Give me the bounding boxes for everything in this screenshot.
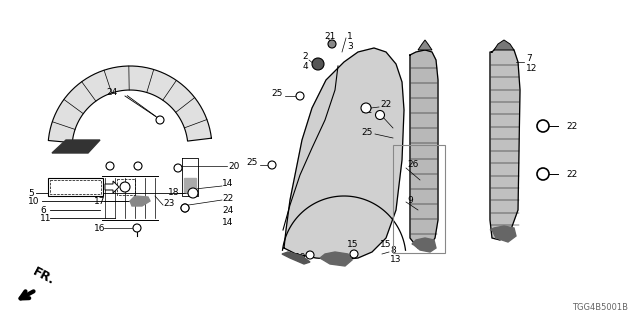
Polygon shape xyxy=(490,46,520,240)
Circle shape xyxy=(156,116,164,124)
Text: 22: 22 xyxy=(362,106,373,115)
Text: 22: 22 xyxy=(566,170,577,179)
Text: 4: 4 xyxy=(302,61,308,70)
Text: B-46-1: B-46-1 xyxy=(56,182,87,191)
Text: 25: 25 xyxy=(271,89,283,98)
Text: TGG4B5001B: TGG4B5001B xyxy=(572,303,628,312)
Text: 13: 13 xyxy=(390,255,401,265)
Bar xyxy=(393,145,445,253)
Text: 22: 22 xyxy=(222,194,233,203)
Text: FR.: FR. xyxy=(30,266,56,288)
Polygon shape xyxy=(412,238,436,252)
Text: 19: 19 xyxy=(294,253,306,262)
Text: 12: 12 xyxy=(526,63,538,73)
Text: 26: 26 xyxy=(407,159,419,169)
Circle shape xyxy=(134,162,142,170)
Text: 16: 16 xyxy=(94,223,106,233)
Text: 24: 24 xyxy=(107,87,118,97)
Circle shape xyxy=(361,103,371,113)
Bar xyxy=(117,179,135,195)
Polygon shape xyxy=(490,226,516,242)
Circle shape xyxy=(106,162,114,170)
Polygon shape xyxy=(105,181,119,193)
Text: 14: 14 xyxy=(222,218,234,227)
Text: 1: 1 xyxy=(347,31,353,41)
Text: 5: 5 xyxy=(28,188,34,197)
Circle shape xyxy=(133,224,141,232)
Text: 22: 22 xyxy=(566,122,577,131)
Text: 2: 2 xyxy=(302,52,308,60)
Polygon shape xyxy=(320,252,352,266)
Text: 23: 23 xyxy=(163,198,174,207)
Text: 3: 3 xyxy=(347,42,353,51)
Polygon shape xyxy=(418,40,432,50)
Text: 24: 24 xyxy=(222,205,233,214)
Circle shape xyxy=(120,182,130,192)
Circle shape xyxy=(537,120,549,132)
Text: 7: 7 xyxy=(526,53,532,62)
Circle shape xyxy=(328,40,336,48)
Circle shape xyxy=(312,58,324,70)
Circle shape xyxy=(174,164,182,172)
Circle shape xyxy=(306,251,314,259)
Bar xyxy=(50,180,101,194)
Circle shape xyxy=(188,188,198,198)
Text: 25: 25 xyxy=(246,157,258,166)
Text: 20: 20 xyxy=(228,162,239,171)
Polygon shape xyxy=(130,196,150,206)
Text: 11: 11 xyxy=(40,213,51,222)
Circle shape xyxy=(350,250,358,258)
Polygon shape xyxy=(52,140,100,153)
Text: 17: 17 xyxy=(94,196,106,205)
Text: 8: 8 xyxy=(390,245,396,254)
Circle shape xyxy=(268,161,276,169)
Text: 21: 21 xyxy=(324,31,336,41)
Text: 10: 10 xyxy=(28,196,40,205)
Polygon shape xyxy=(49,66,211,143)
Circle shape xyxy=(181,204,189,212)
Text: 25: 25 xyxy=(362,127,373,137)
Polygon shape xyxy=(494,40,514,50)
Circle shape xyxy=(376,110,385,119)
Text: 15: 15 xyxy=(346,239,358,249)
Bar xyxy=(48,178,103,196)
Text: 22: 22 xyxy=(380,100,391,108)
Polygon shape xyxy=(410,50,438,248)
Polygon shape xyxy=(184,178,196,192)
Polygon shape xyxy=(282,252,310,264)
Text: 9: 9 xyxy=(407,196,413,204)
Text: 6: 6 xyxy=(40,205,45,214)
Text: 18: 18 xyxy=(168,188,179,196)
Text: 15: 15 xyxy=(380,239,391,249)
Circle shape xyxy=(296,92,304,100)
Circle shape xyxy=(537,168,549,180)
Polygon shape xyxy=(284,48,404,260)
Circle shape xyxy=(181,204,189,212)
Text: 14: 14 xyxy=(222,179,234,188)
